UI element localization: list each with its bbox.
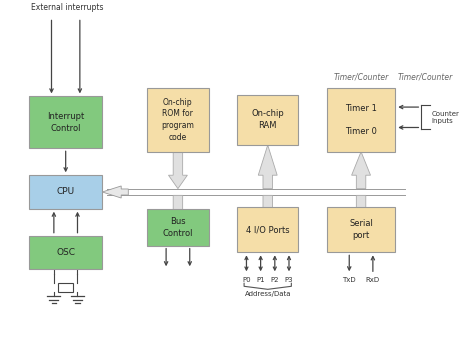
Bar	[237, 95, 299, 145]
Bar	[147, 209, 209, 246]
Polygon shape	[258, 145, 277, 189]
Text: Interrupt
Control: Interrupt Control	[47, 112, 84, 133]
Text: Bus
Control: Bus Control	[163, 217, 193, 238]
Bar	[327, 88, 395, 152]
Text: Timer 1

Timer 0: Timer 1 Timer 0	[345, 103, 377, 136]
Text: P1: P1	[256, 277, 265, 282]
Bar	[147, 88, 209, 152]
Text: External interrupts: External interrupts	[31, 3, 103, 12]
Text: P3: P3	[285, 277, 293, 282]
Text: Timer/Counter: Timer/Counter	[333, 72, 389, 81]
Bar	[58, 283, 73, 292]
Polygon shape	[168, 152, 187, 189]
Polygon shape	[352, 152, 371, 189]
Text: On-chip
RAM: On-chip RAM	[251, 110, 284, 130]
Text: OSC: OSC	[56, 248, 75, 257]
Text: TxD: TxD	[342, 277, 356, 282]
Polygon shape	[102, 186, 128, 198]
Bar	[29, 236, 102, 269]
Text: P0: P0	[242, 277, 251, 282]
Text: Timer/Counter: Timer/Counter	[398, 72, 453, 81]
Text: P2: P2	[271, 277, 279, 282]
Polygon shape	[168, 195, 187, 239]
Text: Serial
port: Serial port	[349, 219, 373, 240]
Bar	[237, 207, 299, 252]
Polygon shape	[258, 195, 277, 246]
Bar	[29, 175, 102, 209]
Text: Address/Data: Address/Data	[245, 291, 291, 297]
Text: CPU: CPU	[56, 187, 75, 196]
Text: Counter
Inputs: Counter Inputs	[432, 111, 460, 124]
Polygon shape	[352, 195, 371, 246]
Bar	[29, 96, 102, 148]
Text: On-chip
ROM for
program
code: On-chip ROM for program code	[162, 98, 194, 142]
Bar	[327, 207, 395, 252]
Text: RxD: RxD	[366, 277, 380, 282]
Text: 4 I/O Ports: 4 I/O Ports	[246, 225, 290, 234]
